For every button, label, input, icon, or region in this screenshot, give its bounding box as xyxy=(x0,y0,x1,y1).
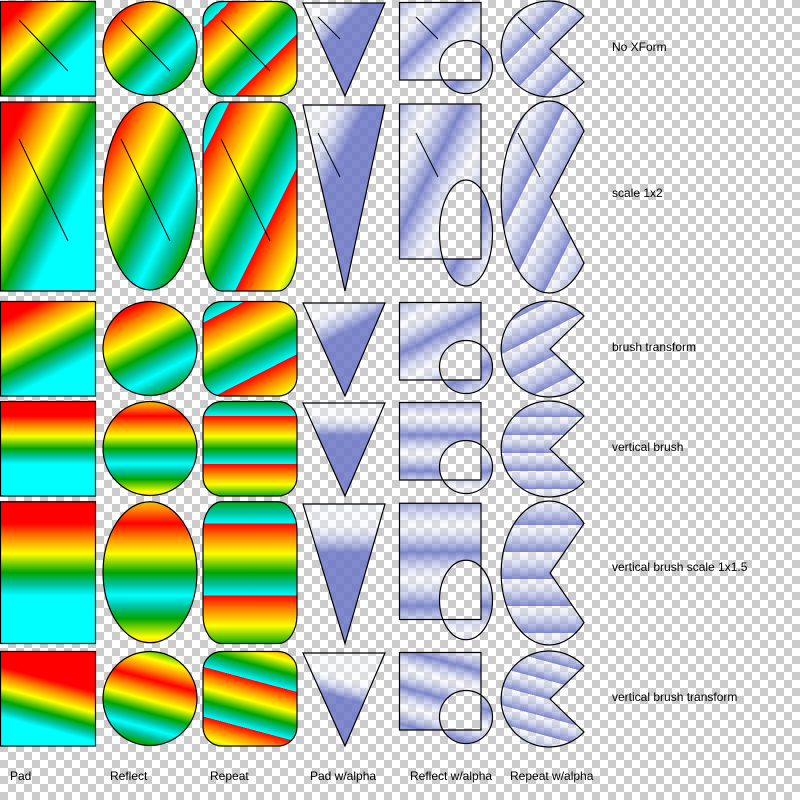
gradient-vector-line xyxy=(121,20,170,71)
row-label-vertical-brush-scale: vertical brush scale 1x1.5 xyxy=(612,560,748,574)
cell-pad-alpha-row0 xyxy=(303,3,385,96)
gradient-vector-line xyxy=(416,17,438,39)
col-label-pad: Pad xyxy=(10,769,32,783)
cell-reflect-row0 xyxy=(103,2,197,96)
cell-pad-row3 xyxy=(1,402,96,497)
roundrect-shape xyxy=(203,502,297,644)
pacman-shape xyxy=(501,301,584,397)
cell-reflect-alpha-row5 xyxy=(400,653,493,744)
pacman-shape xyxy=(501,101,584,293)
gradient-vector-line xyxy=(221,20,270,71)
cell-reflect-alpha-row1 xyxy=(400,104,493,286)
cell-pad-alpha-row4 xyxy=(303,504,385,644)
gradient-vector-line xyxy=(518,133,540,177)
ellipse-shape xyxy=(103,402,197,496)
pacman-shape xyxy=(501,501,584,645)
col-label-repeat: Repeat xyxy=(210,769,249,783)
ellipse-shape xyxy=(103,302,197,396)
cell-repeat-row0 xyxy=(203,2,297,97)
rect-shape xyxy=(1,2,96,97)
cell-repeat-row3 xyxy=(203,402,297,497)
gradient-vector-line xyxy=(318,133,340,177)
roundrect-shape xyxy=(203,102,297,291)
cell-repeat-alpha-row3 xyxy=(501,401,584,497)
cell-reflect-alpha-row3 xyxy=(400,403,493,494)
rect-ellipse-shape xyxy=(400,653,493,744)
rect-ellipse-shape xyxy=(400,303,493,394)
triangle-shape xyxy=(303,303,385,396)
row-label-brush-transform: brush transform xyxy=(612,340,697,354)
cell-pad-row5 xyxy=(1,652,96,747)
cell-reflect-alpha-row2 xyxy=(400,303,493,394)
col-label-repeat-alpha: Repeat w/alpha xyxy=(510,769,594,783)
cell-pad-row1 xyxy=(1,102,96,291)
triangle-shape xyxy=(303,653,385,746)
cell-reflect-row2 xyxy=(103,302,197,396)
gradient-vector-line xyxy=(318,17,340,39)
roundrect-shape xyxy=(203,302,297,397)
ellipse-shape xyxy=(103,2,197,96)
ellipse-shape xyxy=(103,652,197,746)
rect-shape xyxy=(1,302,96,397)
cell-pad-row4 xyxy=(1,502,96,644)
col-label-reflect-alpha: Reflect w/alpha xyxy=(410,769,493,783)
ellipse-shape xyxy=(103,102,197,290)
cell-pad-alpha-row5 xyxy=(303,653,385,746)
cell-repeat-row4 xyxy=(203,502,297,644)
cell-repeat-alpha-row2 xyxy=(501,301,584,397)
ellipse-shape xyxy=(103,502,197,643)
cell-reflect-row5 xyxy=(103,652,197,746)
row-label-vertical-brush: vertical brush xyxy=(612,440,684,454)
cell-reflect-row4 xyxy=(103,502,197,643)
col-label-pad-alpha: Pad w/alpha xyxy=(310,769,377,783)
cell-repeat-alpha-row5 xyxy=(501,651,584,747)
cell-reflect-row1 xyxy=(103,102,197,290)
rect-shape xyxy=(1,652,96,747)
cell-pad-alpha-row1 xyxy=(303,105,385,291)
cell-reflect-alpha-row0 xyxy=(400,3,493,94)
rect-ellipse-shape xyxy=(400,104,493,286)
rect-shape xyxy=(1,102,96,291)
rect-shape xyxy=(1,502,96,644)
roundrect-shape xyxy=(203,652,297,747)
gradient-vector-line xyxy=(121,139,170,241)
cell-pad-row0 xyxy=(1,2,96,97)
gradient-vector-line xyxy=(19,139,68,241)
gradient-vector-line xyxy=(518,17,540,39)
cell-repeat-alpha-row4 xyxy=(501,501,584,645)
triangle-shape xyxy=(303,403,385,496)
roundrect-shape xyxy=(203,402,297,497)
cell-reflect-row3 xyxy=(103,402,197,496)
row-label-scale-1x2: scale 1x2 xyxy=(612,186,663,200)
pacman-shape xyxy=(501,651,584,747)
cell-pad-alpha-row2 xyxy=(303,303,385,396)
triangle-shape xyxy=(303,3,385,96)
rect-ellipse-shape xyxy=(400,3,493,94)
cell-repeat-row1 xyxy=(203,102,297,291)
roundrect-shape xyxy=(203,2,297,97)
gradient-vector-line xyxy=(416,133,438,177)
cell-pad-row2 xyxy=(1,302,96,397)
triangle-shape xyxy=(303,504,385,644)
cell-repeat-alpha-row0 xyxy=(501,1,584,97)
row-label-vertical-brush-transform: vertical brush transform xyxy=(612,690,738,704)
cell-pad-alpha-row3 xyxy=(303,403,385,496)
rect-shape xyxy=(1,402,96,497)
triangle-shape xyxy=(303,105,385,291)
row-label-no-xform: No XForm xyxy=(612,40,667,54)
rect-ellipse-shape xyxy=(400,403,493,494)
pacman-shape xyxy=(501,401,584,497)
pacman-shape xyxy=(501,1,584,97)
col-label-reflect: Reflect xyxy=(110,769,148,783)
cell-repeat-row2 xyxy=(203,302,297,397)
gradient-vector-line xyxy=(19,20,68,71)
gradient-vector-line xyxy=(221,139,270,241)
cell-reflect-alpha-row4 xyxy=(400,503,493,640)
rect-ellipse-shape xyxy=(400,503,493,640)
cell-repeat-alpha-row1 xyxy=(501,101,584,293)
cell-repeat-row5 xyxy=(203,652,297,747)
